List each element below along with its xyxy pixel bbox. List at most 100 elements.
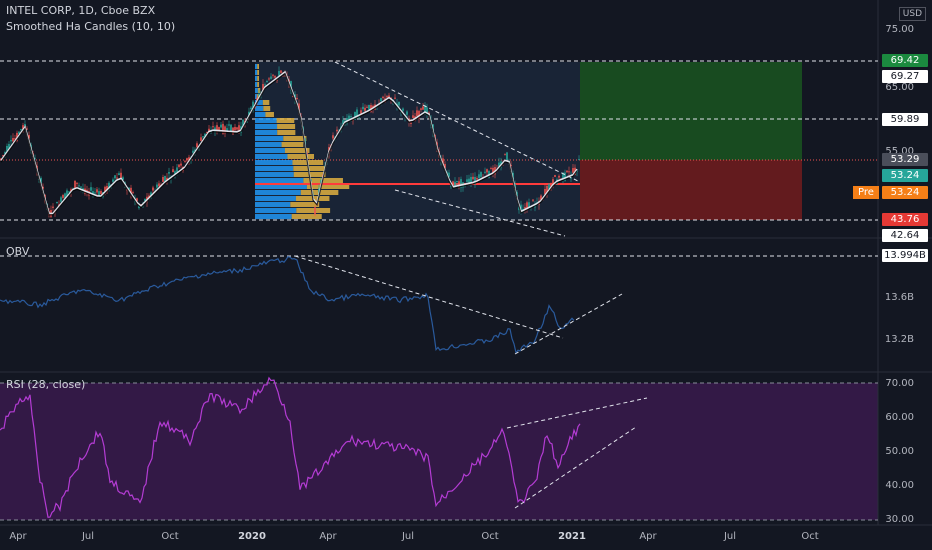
- candle-body: [180, 163, 182, 166]
- time-tick: 2020: [238, 531, 266, 542]
- indicator-title[interactable]: Smoothed Ha Candles (10, 10): [6, 20, 176, 33]
- candle-body: [230, 124, 232, 131]
- candle-body: [578, 159, 580, 161]
- rsi-label[interactable]: RSI (28, close): [6, 378, 86, 391]
- candle-body: [120, 172, 122, 179]
- candle-body: [112, 179, 114, 182]
- candle-body: [56, 201, 58, 204]
- price-badge: 69.27: [882, 70, 928, 83]
- rsi-tick: 50.00: [885, 446, 914, 457]
- volume-profile-bar: [255, 172, 294, 177]
- obv-label[interactable]: OBV: [6, 245, 30, 258]
- volume-profile-bar: [277, 130, 296, 135]
- volume-profile-bar: [277, 124, 296, 129]
- volume-profile-bar: [255, 100, 263, 105]
- candle-body: [20, 129, 22, 131]
- candle-body: [40, 177, 42, 184]
- candle-body: [516, 192, 518, 197]
- price-badge: 43.76: [882, 213, 928, 226]
- currency-button[interactable]: USD: [898, 7, 926, 21]
- horizontal-levels[interactable]: [0, 60, 878, 521]
- pre-market-label: Pre: [853, 186, 879, 199]
- trend-lines-rsi[interactable]: [506, 397, 648, 509]
- candle-body: [90, 187, 92, 191]
- symbol-title[interactable]: INTEL CORP, 1D, Cboe BZX: [6, 4, 156, 17]
- volume-profile-bar: [262, 100, 270, 105]
- candle-body: [4, 152, 6, 154]
- candle-body: [22, 125, 24, 132]
- volume-profile-bar: [255, 166, 294, 171]
- volume-profile-bar: [255, 148, 285, 153]
- candle-body: [242, 119, 244, 127]
- candle-body: [248, 111, 250, 116]
- candle-body: [388, 95, 390, 98]
- candle-body: [200, 137, 202, 141]
- candle-body: [158, 183, 160, 187]
- time-tick: Oct: [481, 531, 499, 542]
- candle-body: [510, 165, 512, 167]
- candle-body: [540, 195, 542, 201]
- candle-body: [410, 122, 412, 124]
- volume-profile-bar: [255, 184, 307, 189]
- trend-lines-obv[interactable]: [294, 255, 623, 355]
- candle-body: [426, 107, 428, 114]
- candle-body: [116, 177, 118, 179]
- candle-body: [348, 115, 350, 120]
- volume-profile-bar: [255, 190, 301, 195]
- candle-body: [486, 169, 488, 173]
- candle-body: [206, 131, 208, 133]
- candle-body: [480, 172, 482, 177]
- candle-body: [174, 171, 176, 174]
- volume-profile-bar: [255, 88, 258, 93]
- candle-body: [350, 116, 352, 118]
- candle-body: [320, 180, 322, 184]
- candle-body: [104, 186, 106, 192]
- candle-body: [368, 104, 370, 110]
- candle-body: [360, 110, 362, 114]
- obv-tick: 13.2B: [884, 334, 914, 345]
- volume-profile-bar: [255, 214, 292, 219]
- candle-body: [52, 206, 54, 208]
- candle-body: [460, 179, 462, 188]
- candle-body: [422, 106, 424, 110]
- time-tick: Apr: [9, 531, 27, 542]
- volume-profile-bar: [283, 136, 307, 141]
- candle-body: [14, 138, 16, 140]
- rsi-tick: 60.00: [885, 412, 914, 423]
- volume-profile-bar: [255, 178, 304, 183]
- candle-body: [114, 175, 116, 179]
- volume-profile-bar: [255, 142, 282, 147]
- candle-body: [454, 181, 456, 188]
- trend-lines-price[interactable]: [334, 61, 581, 237]
- candle-body: [380, 98, 382, 102]
- volume-profile-bar: [257, 76, 259, 81]
- candle-body: [8, 143, 10, 150]
- candle-body: [216, 125, 218, 132]
- candle-body: [544, 188, 546, 195]
- candle-body: [372, 105, 374, 109]
- candle-body: [228, 124, 230, 126]
- volume-profile-bar: [255, 124, 278, 129]
- target-zone: [580, 62, 802, 160]
- price-tick: 65.00: [885, 82, 914, 93]
- candle-body: [402, 108, 404, 111]
- candle-body: [492, 167, 494, 175]
- volume-profile-bar: [291, 214, 322, 219]
- candle-body: [108, 182, 110, 190]
- candle-body: [562, 172, 564, 179]
- stop-zone: [580, 160, 802, 220]
- candle-body: [274, 75, 276, 78]
- candle-body: [220, 124, 222, 128]
- candle-body: [336, 129, 338, 132]
- candle-body: [548, 184, 550, 189]
- volume-profile-bar: [257, 70, 259, 75]
- candle-body: [2, 155, 4, 157]
- candle-body: [354, 111, 356, 120]
- volume-profile-bar: [255, 160, 293, 165]
- candle-body: [528, 202, 530, 208]
- time-tick: Jul: [723, 531, 737, 542]
- volume-profile-bar: [255, 76, 258, 81]
- candle-body: [12, 138, 14, 142]
- candle-body: [222, 123, 224, 134]
